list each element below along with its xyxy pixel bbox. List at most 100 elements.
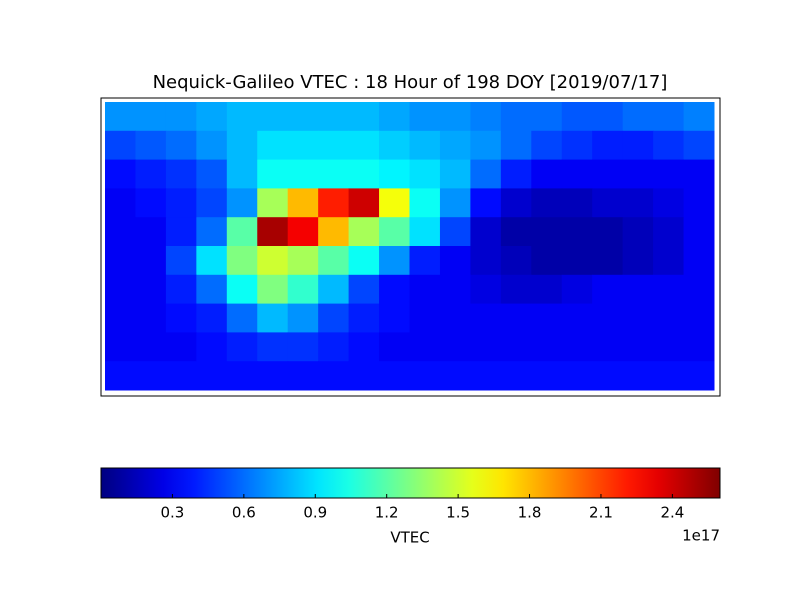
cell	[439, 102, 471, 132]
cell	[348, 246, 380, 276]
cell	[105, 246, 136, 276]
cell	[287, 188, 319, 218]
cell	[196, 188, 228, 218]
cell	[257, 159, 289, 189]
cell	[561, 159, 593, 189]
cell	[592, 130, 624, 161]
cell	[500, 217, 532, 247]
cell	[409, 217, 441, 247]
colorbar-tick-label: 2.1	[589, 504, 613, 522]
cell	[561, 130, 593, 161]
cell	[561, 303, 593, 333]
cell	[470, 361, 502, 391]
cell	[500, 188, 532, 218]
cell	[653, 361, 685, 391]
cell	[561, 217, 593, 247]
cell	[287, 159, 319, 189]
cell	[622, 159, 654, 189]
cell	[379, 246, 410, 276]
cell	[531, 102, 563, 132]
cell	[409, 159, 441, 189]
cell	[653, 303, 685, 333]
cell	[409, 188, 441, 218]
cell	[622, 303, 654, 333]
cell	[105, 102, 136, 132]
colorbar-label: VTEC	[390, 529, 429, 547]
cell	[500, 159, 532, 189]
cell	[318, 332, 350, 362]
cell	[531, 274, 563, 305]
chart-title: Nequick-Galileo VTEC : 18 Hour of 198 DO…	[153, 72, 668, 93]
cell	[318, 159, 350, 189]
cell	[653, 246, 685, 276]
cell	[470, 217, 502, 247]
cell	[287, 303, 319, 333]
cell	[318, 102, 350, 132]
cell	[500, 303, 532, 333]
cell	[348, 303, 380, 333]
cell	[470, 303, 502, 333]
cell	[439, 303, 471, 333]
cell	[653, 188, 685, 218]
cell	[561, 361, 593, 391]
cell	[348, 159, 380, 189]
cell	[500, 361, 532, 391]
cell	[196, 130, 228, 161]
cell	[257, 130, 289, 161]
cell	[500, 246, 532, 276]
cell	[592, 274, 624, 305]
cell	[135, 130, 167, 161]
colorbar-tick-label: 0.6	[232, 504, 256, 522]
cell	[561, 102, 593, 132]
cell	[165, 332, 197, 362]
cell	[135, 361, 167, 391]
cell	[531, 332, 563, 362]
cell	[470, 246, 502, 276]
cell	[287, 361, 319, 391]
cell	[622, 102, 654, 132]
cell	[653, 130, 685, 161]
cell	[592, 159, 624, 189]
cell	[439, 130, 471, 161]
colorbar-tick-label: 1.2	[375, 504, 399, 522]
cell	[105, 217, 136, 247]
cell	[287, 130, 319, 161]
cell	[105, 159, 136, 189]
cell	[348, 361, 380, 391]
cell	[683, 246, 715, 276]
cell	[379, 159, 410, 189]
cell	[196, 274, 228, 305]
cell	[135, 274, 167, 305]
cell	[165, 159, 197, 189]
cell	[409, 246, 441, 276]
cell	[318, 361, 350, 391]
cell	[379, 361, 410, 391]
cell	[439, 274, 471, 305]
cell	[592, 303, 624, 333]
cell	[348, 217, 380, 247]
cell	[653, 217, 685, 247]
cell	[257, 361, 289, 391]
cell	[561, 188, 593, 218]
cell	[409, 361, 441, 391]
cell	[165, 303, 197, 333]
cell	[226, 130, 258, 161]
cell	[105, 332, 136, 362]
cell	[439, 361, 471, 391]
cell	[622, 246, 654, 276]
cell	[622, 332, 654, 362]
cell	[592, 102, 624, 132]
cell	[470, 130, 502, 161]
cell	[196, 332, 228, 362]
cell	[622, 361, 654, 391]
cell	[470, 188, 502, 218]
cell	[683, 130, 715, 161]
cell	[287, 102, 319, 132]
cell	[257, 188, 289, 218]
cell	[287, 246, 319, 276]
cell	[683, 332, 715, 362]
cell	[135, 188, 167, 218]
cell	[653, 102, 685, 132]
cell	[683, 102, 715, 132]
